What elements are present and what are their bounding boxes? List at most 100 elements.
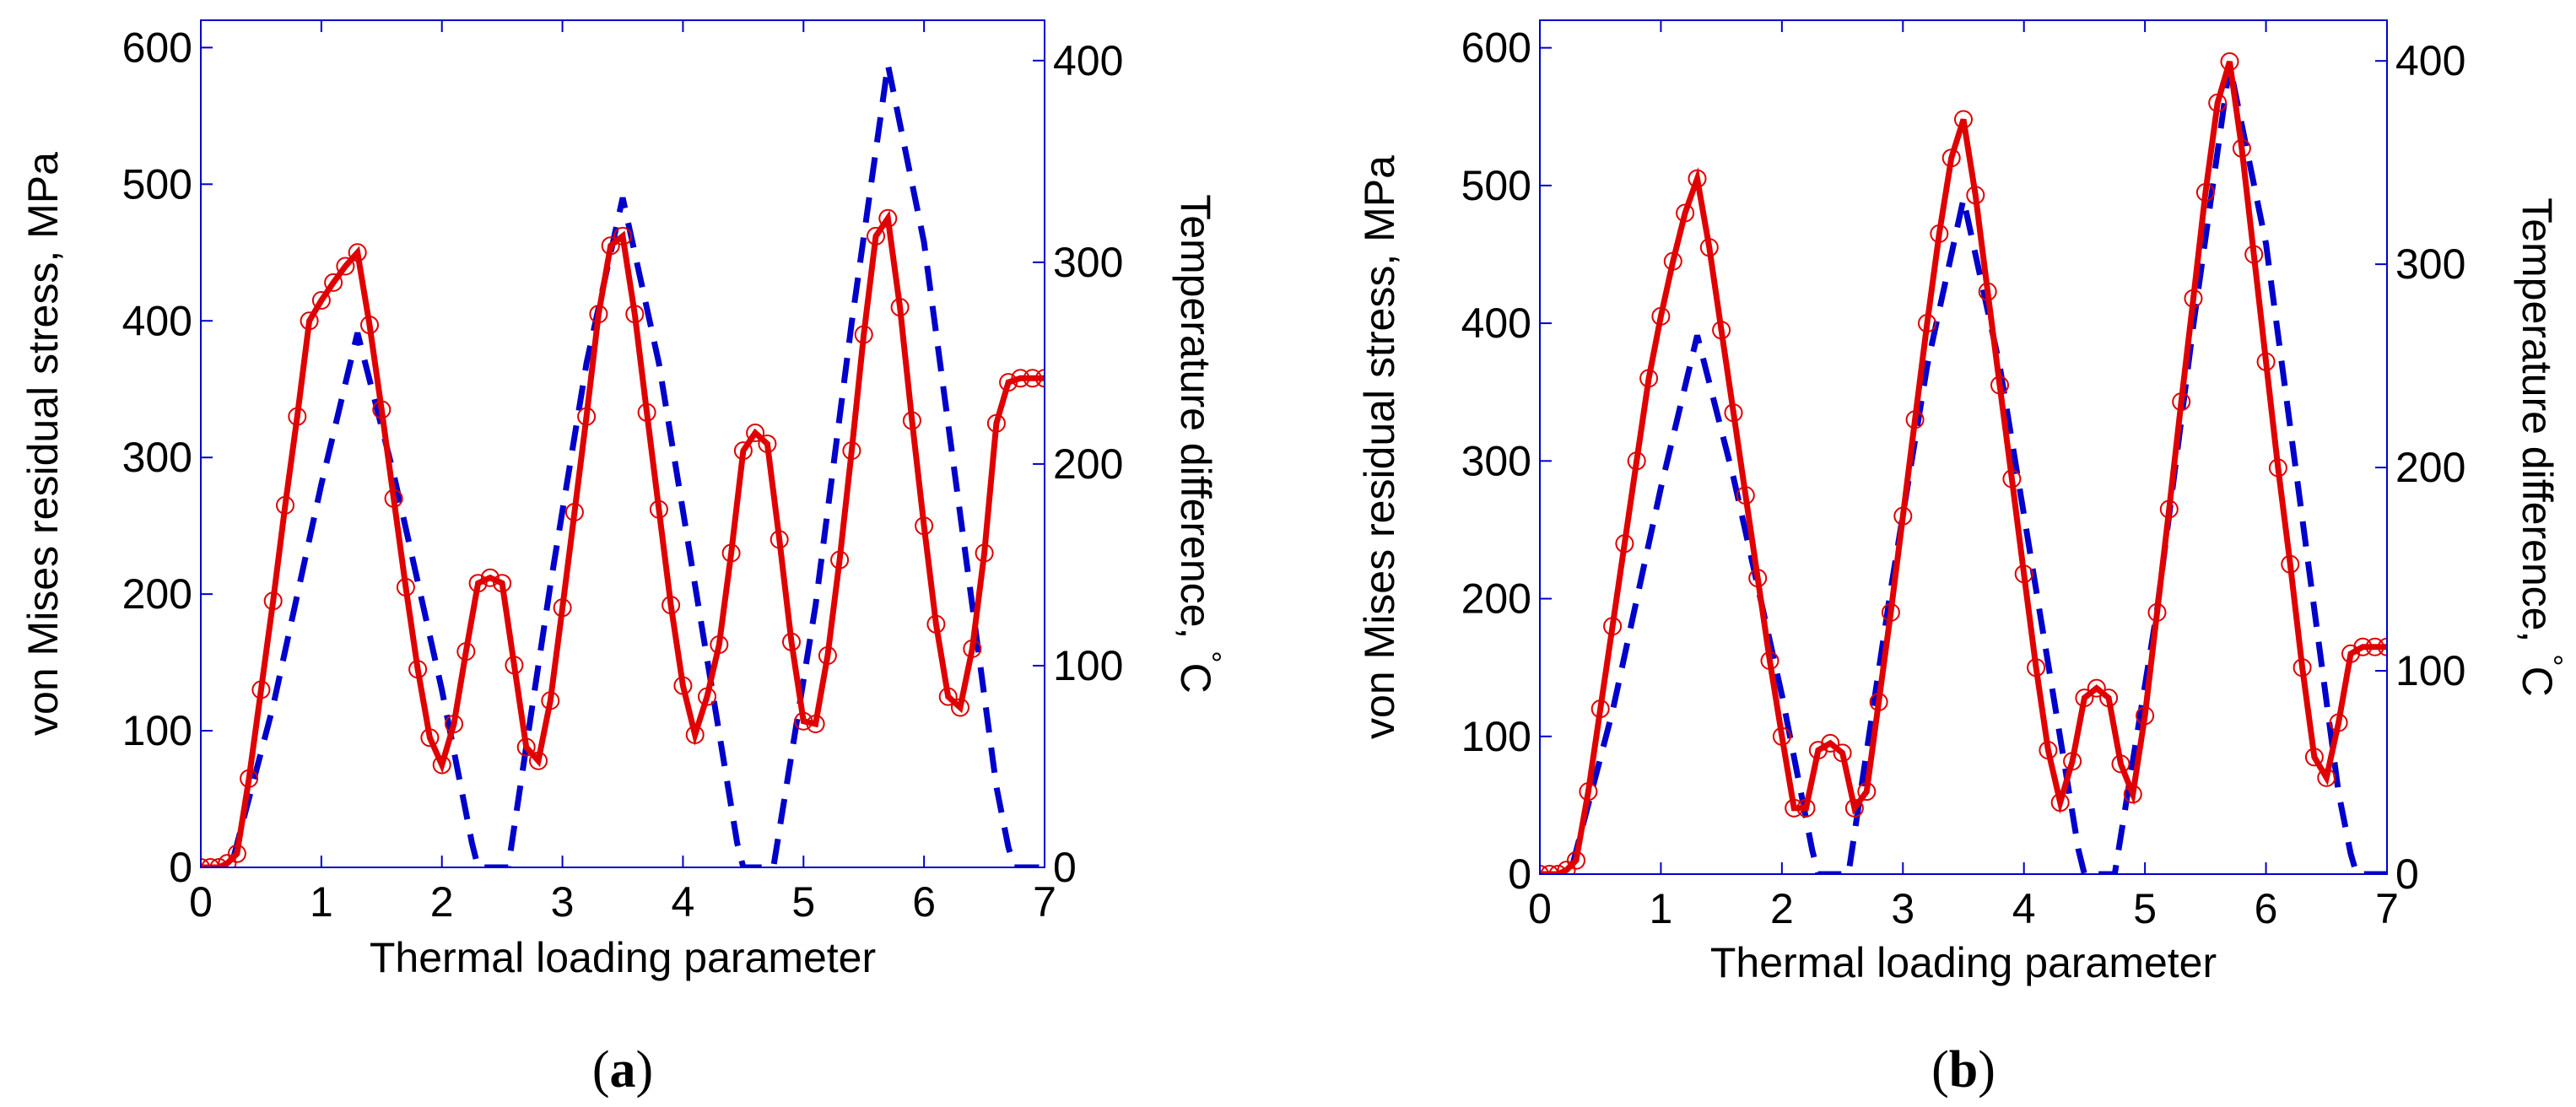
- left-y-tick-label-b-300: 300: [1461, 437, 1531, 484]
- x-tick-label-b-2: 2: [1770, 885, 1794, 932]
- stress-marker-a-33: [577, 407, 597, 426]
- stress-marker-a-5: [240, 769, 259, 788]
- right-y-tick-label-a-200: 200: [1053, 440, 1123, 488]
- right-y-axis-label-unit-a: C: [1172, 663, 1219, 694]
- stress-marker-a-21: [432, 755, 451, 775]
- stress-marker-a-8: [276, 495, 294, 515]
- left-y-tick-label-a-0: 0: [169, 844, 192, 891]
- stress-marker-b-20: [1760, 651, 1779, 670]
- x-tick-label-b-5: 5: [2133, 885, 2157, 932]
- stress-marker-b-63: [2281, 554, 2300, 574]
- stress-marker-a-61: [915, 516, 934, 536]
- right-y-tick-label-b-100: 100: [2395, 647, 2465, 694]
- left-y-tick-label-a-500: 500: [122, 160, 192, 208]
- stress-marker-b-60: [2244, 245, 2264, 264]
- stress-marker-a-57: [867, 226, 885, 246]
- stress-marker-b-52: [2147, 602, 2167, 622]
- stress-marker-a-26: [493, 574, 512, 593]
- stress-marker-a-70: [1023, 369, 1042, 388]
- stress-marker-a-17: [384, 489, 403, 508]
- x-tick-label-a-6: 6: [912, 878, 936, 926]
- stress-marker-a-13: [336, 256, 355, 276]
- stress-marker-b-18: [1736, 486, 1755, 505]
- stress-marker-a-36: [613, 226, 632, 246]
- stress-marker-b-47: [2087, 678, 2106, 698]
- stress-marker-b-30: [1881, 602, 1900, 622]
- stress-marker-a-47: [746, 424, 765, 442]
- x-tick-label-b-1: 1: [1650, 885, 1673, 932]
- stress-marker-a-14: [348, 243, 367, 262]
- stress-marker-a-15: [360, 316, 379, 335]
- stress-marker-a-43: [698, 687, 716, 706]
- x-tick-label-a-2: 2: [430, 878, 454, 926]
- stress-marker-a-65: [963, 639, 982, 658]
- panel-letter-b: b: [1949, 1041, 1978, 1099]
- stress-marker-b-22: [1785, 798, 1804, 818]
- chart-panel-b: 0 1 2 3 4 5 6 7 0 100 200 300 400 500 600 0 100 200 300 4…: [1356, 19, 2569, 1099]
- stress-marker-b-70: [2365, 637, 2384, 656]
- stress-marker-a-28: [516, 737, 536, 757]
- right-y-axis-label-a: Temperature difference, °C: [1172, 194, 1228, 694]
- stress-marker-b-57: [2208, 93, 2228, 112]
- stress-marker-b-4: [1567, 850, 1585, 870]
- x-tick-labels-b: 0 1 2 3 4 5 6 7: [1528, 885, 2399, 932]
- stress-marker-b-53: [2159, 500, 2179, 519]
- right-y-tick-label-b-300: 300: [2395, 240, 2465, 288]
- stress-marker-a-55: [842, 441, 861, 461]
- x-tick-label-b-6: 6: [2255, 885, 2278, 932]
- stress-marker-b-69: [2353, 637, 2373, 656]
- stress-marker-b-7: [1603, 617, 1623, 636]
- stress-marker-a-4: [227, 844, 246, 863]
- stress-marker-a-50: [782, 632, 801, 651]
- stress-marker-b-28: [1857, 782, 1877, 802]
- right-y-tick-label-b-400: 400: [2395, 37, 2465, 84]
- right-y-tick-label-a-0: 0: [1053, 844, 1077, 891]
- stress-marker-a-69: [1011, 369, 1030, 388]
- stress-marker-a-44: [710, 635, 729, 654]
- temperature-difference-line-b: [1540, 64, 2387, 874]
- stress-marker-b-16: [1712, 321, 1731, 340]
- x-axis-label-b: Thermal loading parameter: [1710, 939, 2217, 986]
- stress-marker-a-60: [902, 411, 921, 430]
- stress-marker-a-53: [818, 646, 837, 665]
- stress-marker-b-27: [1844, 798, 1864, 818]
- stress-marker-a-2: [209, 858, 229, 867]
- stress-marker-a-18: [396, 578, 415, 597]
- stress-marker-a-12: [324, 273, 343, 292]
- left-y-tick-label-a-600: 600: [122, 24, 192, 71]
- x-tick-label-a-0: 0: [189, 878, 213, 926]
- stress-marker-b-15: [1699, 238, 1719, 257]
- stress-marker-b-64: [2292, 658, 2312, 678]
- stress-marker-b-3: [1557, 861, 1576, 874]
- stress-marker-a-16: [372, 400, 392, 419]
- stress-marker-b-34: [1930, 224, 1949, 243]
- stress-marker-b-65: [2304, 748, 2324, 767]
- stress-marker-b-29: [1869, 693, 1888, 711]
- stress-marker-b-38: [1978, 282, 1997, 301]
- stress-marker-b-23: [1796, 798, 1816, 818]
- stress-marker-a-20: [420, 728, 440, 748]
- stress-marker-b-12: [1663, 251, 1682, 271]
- left-y-axis-label-b: von Mises residual stress, MPa: [1356, 155, 1403, 739]
- stress-marker-a-46: [733, 441, 753, 461]
- stress-marker-b-36: [1954, 110, 1973, 129]
- right-y-tick-label-a-400: 400: [1053, 37, 1123, 84]
- x-tick-label-a-1: 1: [310, 878, 333, 926]
- stress-marker-b-8: [1615, 534, 1634, 554]
- plot-frame-b: [1539, 19, 2388, 875]
- left-y-tick-label-b-0: 0: [1508, 850, 1531, 898]
- stress-marker-a-19: [408, 660, 428, 679]
- stress-marker-b-54: [2172, 392, 2191, 412]
- left-y-tick-label-b-200: 200: [1461, 575, 1531, 623]
- x-tick-label-a-4: 4: [672, 878, 695, 926]
- degree-symbol-b: °: [2535, 654, 2569, 666]
- stress-marker-a-9: [288, 407, 307, 426]
- stress-marker-a-52: [806, 715, 825, 733]
- stress-marker-b-45: [2063, 752, 2082, 771]
- stress-marker-b-46: [2075, 688, 2094, 708]
- stress-marker-b-33: [1918, 314, 1936, 333]
- stress-marker-a-23: [456, 642, 476, 662]
- stress-marker-a-71: [1035, 369, 1045, 388]
- stress-marker-b-48: [2099, 688, 2119, 708]
- stress-marker-a-24: [468, 574, 488, 593]
